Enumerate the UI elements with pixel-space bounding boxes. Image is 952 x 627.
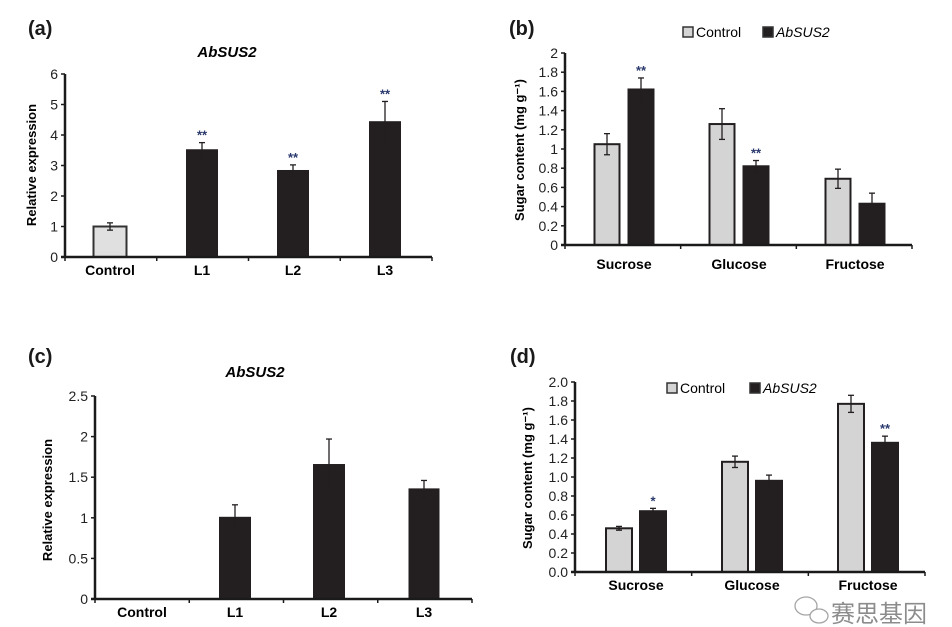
y-tick-label: 1	[50, 219, 58, 235]
y-tick-label: 1.6	[539, 83, 559, 99]
bar	[313, 464, 345, 600]
x-tick-label: Fructose	[838, 577, 897, 593]
x-tick-label: L2	[285, 262, 302, 278]
x-tick-label: Control	[85, 262, 135, 278]
bar	[627, 88, 655, 247]
panel-label: (c)	[28, 346, 52, 368]
bar	[186, 149, 218, 258]
y-tick-label: 0.4	[549, 526, 569, 542]
x-tick-label: Sucrose	[608, 577, 663, 593]
x-tick-label: Glucose	[711, 256, 766, 272]
legend-label: Control	[680, 380, 725, 396]
panel-label: (d)	[510, 346, 536, 368]
bar	[708, 123, 736, 246]
bar	[755, 479, 783, 573]
bar	[408, 488, 440, 601]
y-tick-label: 3	[50, 158, 58, 174]
panel-b: (b) Sugar content (mg g⁻¹) 0 0.2 0.4 0.6 0.8 1 1…	[509, 18, 913, 272]
y-tick-label: 1	[80, 510, 88, 526]
x-tick-label: Sucrose	[596, 256, 651, 272]
y-tick-label: 0.8	[549, 488, 569, 504]
y-tick-label: 2	[80, 429, 88, 445]
y-tick-label: 0.8	[539, 160, 559, 176]
y-axis-label: Relative expression	[40, 439, 55, 561]
y-tick-label: 2	[50, 188, 58, 204]
y-tick-label: 1.8	[549, 393, 569, 409]
y-tick-label: 1.2	[539, 122, 559, 138]
chart-title: AbSUS2	[196, 44, 257, 61]
bar	[837, 402, 865, 573]
y-axis-label: Sugar content (mg g⁻¹)	[520, 407, 535, 549]
x-tick-label: Glucose	[724, 577, 779, 593]
y-tick-label: 0.6	[549, 507, 569, 523]
legend-swatch	[666, 382, 678, 394]
y-tick-label: 0.0	[549, 564, 569, 580]
bar	[742, 165, 770, 246]
y-axis-label: Sugar content (mg g⁻¹)	[512, 79, 527, 221]
x-tick-label: L1	[194, 262, 211, 278]
y-tick-label: 2	[550, 45, 558, 61]
chart-title: AbSUS2	[224, 364, 285, 381]
panel-label: (a)	[28, 18, 52, 40]
bar	[639, 510, 667, 574]
significance-marker: **	[380, 86, 391, 101]
y-tick-label: 6	[50, 66, 58, 82]
legend-label: Control	[696, 24, 741, 40]
y-tick-label: 0	[80, 591, 88, 607]
legend-swatch	[762, 26, 774, 38]
bar	[277, 169, 309, 259]
y-tick-label: 0	[50, 249, 58, 265]
significance-marker: **	[880, 421, 891, 436]
y-tick-label: 0.4	[539, 199, 559, 215]
panel-label: (b)	[509, 18, 535, 40]
x-tick-label: L1	[227, 604, 244, 620]
bar	[593, 143, 621, 246]
x-tick-label: L3	[377, 262, 394, 278]
watermark-text: 赛思基因	[831, 601, 927, 627]
wechat-icon-bubble	[809, 608, 829, 624]
panel-c: (c) AbSUS2 Relative expression 0 0.5 1 1.5 2 2.5…	[28, 346, 473, 620]
panel-a: (a) AbSUS2 Relative expression 0 1 2 3 4 5 6 Contr…	[24, 18, 433, 278]
y-tick-label: 5	[50, 97, 58, 113]
y-tick-label: 0.6	[539, 179, 559, 195]
significance-marker: **	[751, 146, 762, 161]
panel-d: (d) Sugar content (mg g⁻¹) 0.0 0.2 0.4 0.6 0.8…	[510, 346, 926, 593]
legend-label: AbSUS2	[762, 380, 817, 396]
y-tick-label: 4	[50, 127, 58, 143]
significance-marker: **	[288, 150, 299, 165]
y-tick-label: 2.0	[549, 374, 569, 390]
y-tick-label: 1	[550, 141, 558, 157]
y-tick-label: 0.2	[549, 545, 569, 561]
y-tick-label: 0.2	[539, 218, 559, 234]
y-tick-label: 1.2	[549, 450, 569, 466]
y-tick-label: 1.5	[69, 469, 89, 485]
legend-label: AbSUS2	[775, 24, 830, 40]
bar	[92, 225, 128, 258]
bar	[605, 527, 633, 573]
y-tick-label: 1.8	[539, 64, 559, 80]
significance-marker: **	[636, 63, 647, 78]
y-tick-label: 0.5	[69, 550, 89, 566]
wechat-icon	[794, 596, 818, 616]
significance-marker: **	[197, 128, 208, 143]
legend-swatch	[749, 382, 761, 394]
y-axis-label: Relative expression	[24, 104, 39, 226]
x-tick-label: Fructose	[825, 256, 884, 272]
watermark: 赛思基因	[794, 596, 927, 627]
bar	[721, 460, 749, 573]
x-tick-label: L2	[321, 604, 338, 620]
bar	[871, 441, 899, 573]
x-tick-label: Control	[117, 604, 167, 620]
y-tick-label: 0	[550, 237, 558, 253]
x-tick-label: L3	[416, 604, 433, 620]
legend-swatch	[682, 26, 694, 38]
y-tick-label: 1.6	[549, 412, 569, 428]
significance-marker: *	[650, 493, 656, 508]
y-tick-label: 1.4	[549, 431, 569, 447]
y-tick-label: 1.0	[549, 469, 569, 485]
y-tick-label: 2.5	[69, 388, 89, 404]
y-tick-label: 1.4	[539, 103, 559, 119]
